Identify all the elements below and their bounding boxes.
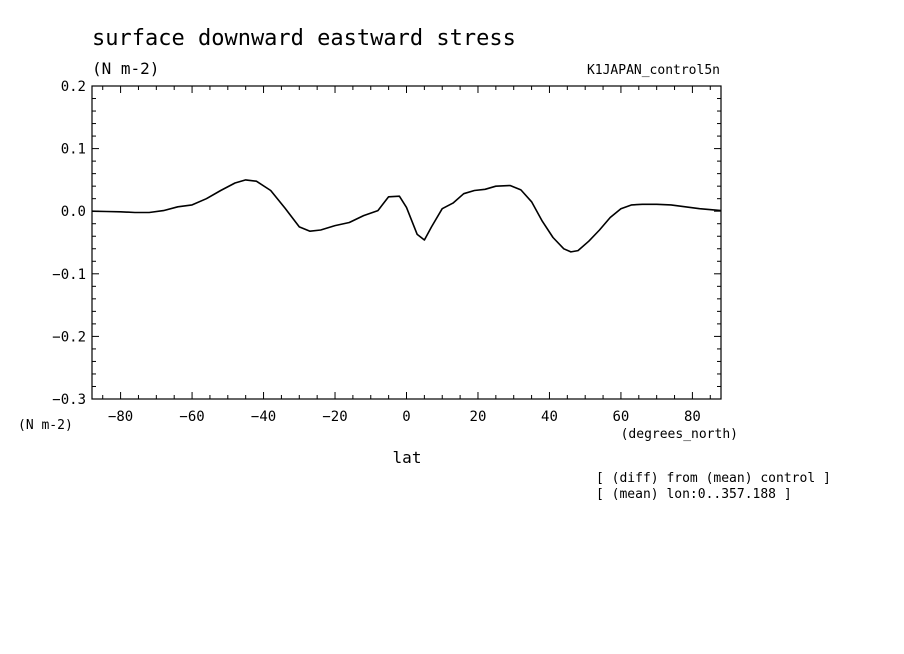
x-tick-label: −20: [322, 409, 347, 425]
plot-frame: [91, 85, 722, 400]
chart-title: surface downward eastward stress: [92, 26, 516, 51]
axis-ticks: [92, 85, 721, 400]
dataset-label: K1JAPAN_control5n: [587, 63, 720, 78]
y-tick-label: 0.1: [61, 142, 86, 158]
series-line: [91, 179, 722, 253]
y-tick-label: 0.0: [61, 204, 86, 220]
x-tick-label: −80: [108, 409, 133, 425]
note-diff-label: [ (diff) from (mean) control ]: [596, 471, 831, 486]
y-tick-label: −0.3: [52, 392, 86, 408]
y-tick-label: −0.1: [52, 267, 86, 283]
x-tick-label: −60: [179, 409, 204, 425]
y-tick-label: −0.2: [52, 329, 86, 345]
x-tick-label: −40: [251, 409, 276, 425]
plot-area: −80 −60 −40 −20 0 20 40 60 80 0.2 0.1 0.0 −0.1 −0.2 −0…: [52, 79, 722, 425]
note-mean-label: [ (mean) lon:0..357.188 ]: [596, 487, 792, 502]
x-tick-label: 80: [684, 409, 701, 425]
x-axis-label: lat: [393, 448, 422, 467]
x-tick-label: 60: [613, 409, 630, 425]
x-tick-label: 40: [541, 409, 558, 425]
units-top-label: (N m-2): [92, 59, 159, 78]
axis-tick-labels: −80 −60 −40 −20 0 20 40 60 80 0.2 0.1 0.0 −0.1 −0.2 −0…: [52, 79, 701, 425]
x-tick-label: 0: [402, 409, 410, 425]
x-tick-label: 20: [470, 409, 487, 425]
y-axis-units-label: (N m-2): [18, 418, 73, 433]
y-tick-label: 0.2: [61, 79, 86, 95]
x-axis-units-label: (degrees_north): [621, 427, 738, 442]
